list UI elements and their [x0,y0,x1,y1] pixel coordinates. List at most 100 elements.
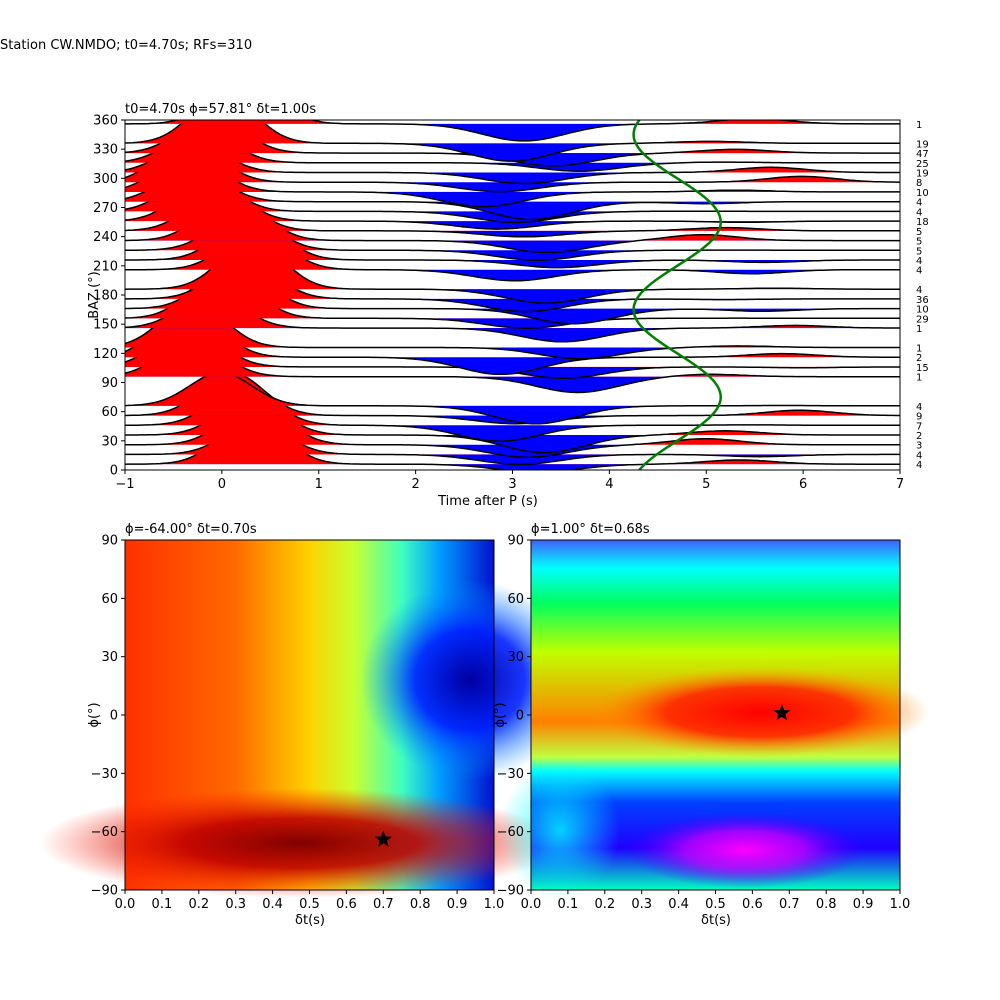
bin-count-label: 5 [916,227,922,238]
x-tick-label: 2 [411,477,419,492]
bin-count-label: 9 [916,412,922,423]
bin-count-label: 25 [916,159,929,170]
left-heatmap [40,540,580,898]
rf-negative-fill [125,405,900,424]
rf-trace [125,372,900,425]
y-tick-label: 360 [93,114,118,129]
y-tick-label: −60 [497,825,524,840]
x-tick-label: 6 [799,477,807,492]
rf-panel-title: t0=4.70s ϕ=57.81° δt=1.00s [125,102,316,117]
rf-positive-fill [125,213,900,251]
grid-search-left-panel: ϕ=-64.00° δt=0.70s 0.0 0.1 0.2 0.3 0.4 0.5 0.6… [40,522,580,928]
x-tick-label: 0.4 [668,897,689,912]
rf-positive-fill [125,120,900,124]
rf-negative-fill [125,298,900,312]
x-tick-label: 0.1 [558,897,579,912]
bin-count-label: 1 [916,373,922,384]
bin-count-label: 36 [916,295,929,306]
bin-count-label: 4 [916,460,922,471]
y-tick-label: 30 [101,650,118,665]
bin-count-label: 10 [916,305,929,316]
x-tick-label: 0.3 [631,897,652,912]
rf-negative-fill [125,318,900,329]
x-tick-label: 0.6 [742,897,763,912]
x-tick-label: 0.7 [373,897,394,912]
right-y-label: ϕ(°) [493,702,508,727]
x-tick-label: 0.7 [779,897,800,912]
bin-count-label: 4 [916,285,922,296]
y-tick-label: 150 [93,318,118,333]
x-tick-label: 0.2 [188,897,209,912]
left-x-label: δt(s) [295,913,325,928]
rf-trace [125,168,900,221]
bin-count-label: 4 [916,266,922,277]
y-tick-label: 120 [93,347,118,362]
right-ticks: 0.0 0.1 0.2 0.3 0.4 0.5 0.6 0.7 0.8 0.9 1.0 −90 −60 −… [497,534,911,913]
grid-search-right-panel: ϕ=1.00° δt=0.68s 0.0 0.1 0.2 0.3 0.4 0.5 0.6 0.… [493,522,930,928]
rf-negative-fill [125,435,900,453]
best-fit-star [773,704,791,721]
left-y-label: ϕ(°) [87,702,102,727]
rf-positive-fill [125,268,900,319]
rf-trace [125,120,900,162]
y-tick-label: 300 [93,172,118,187]
bin-count-label: 2 [916,353,922,364]
rf-positive-fill [125,372,900,406]
rf-negative-fill [125,376,900,393]
rf-trace [125,141,900,193]
rf-positive-fill [125,195,900,241]
y-tick-label: 60 [507,592,524,607]
rf-negative-fill [125,328,900,342]
rf-bin-counts: 1194725198104418555444361029112151497234… [916,120,929,471]
bin-count-label: 1 [916,120,922,131]
bin-count-label: 19 [916,169,929,180]
y-tick-label: 60 [101,592,118,607]
y-tick-label: 60 [101,405,118,420]
figure-title: Station CW.NMDO; t0=4.70s; RFs=310 [0,38,253,53]
rf-negative-fill [125,454,900,465]
rf-trace [125,300,900,360]
y-tick-label: 210 [93,259,118,274]
x-tick-label: 0.3 [225,897,246,912]
y-tick-label: 0 [110,709,118,724]
rf-trace [125,307,900,376]
bin-count-label: 4 [916,402,922,413]
y-tick-label: −90 [497,884,524,899]
rf-negative-fill [125,250,900,261]
x-tick-label: 0.0 [521,897,542,912]
x-tick-label: 1.0 [484,897,505,912]
rf-negative-fill [125,269,900,281]
y-tick-label: −60 [91,825,118,840]
bin-count-label: 4 [916,450,922,461]
x-tick-label: 0.2 [594,897,615,912]
right-x-label: δt(s) [701,913,731,928]
rf-panel: t0=4.70s ϕ=57.81° δt=1.00s −1 0 1 2 3 4 5 6 7 03… [87,102,929,509]
y-tick-label: 30 [101,434,118,449]
x-tick-label: 7 [896,477,904,492]
rf-trace [125,128,900,172]
left-ticks: 0.0 0.1 0.2 0.3 0.4 0.5 0.6 0.7 0.8 0.9 1.0 −90 −60 −… [91,534,505,913]
bin-count-label: 4 [916,256,922,267]
x-tick-label: 0.8 [410,897,431,912]
bin-count-label: 5 [916,237,922,248]
left-panel-title: ϕ=-64.00° δt=0.70s [125,522,257,537]
x-tick-label: 0.4 [262,897,283,912]
rf-negative-fill [125,172,900,184]
rf-negative-fill [125,201,900,220]
fit-curve [632,120,723,470]
rf-trace [125,154,900,208]
bin-count-label: 3 [916,441,922,452]
bin-count-label: 18 [916,217,929,228]
x-tick-label: 3 [508,477,516,492]
y-tick-label: 0 [516,709,524,724]
y-tick-label: −30 [91,767,118,782]
left-best-fit-star [374,830,392,847]
rf-negative-fill [125,289,900,304]
right-heatmap [500,540,930,900]
rf-trace [125,120,900,142]
rf-trace [125,141,900,185]
rf-x-ticks: −1 0 1 2 3 4 5 6 7 [115,470,904,492]
x-tick-label: 0.0 [115,897,136,912]
rf-positive-fill [125,189,900,231]
